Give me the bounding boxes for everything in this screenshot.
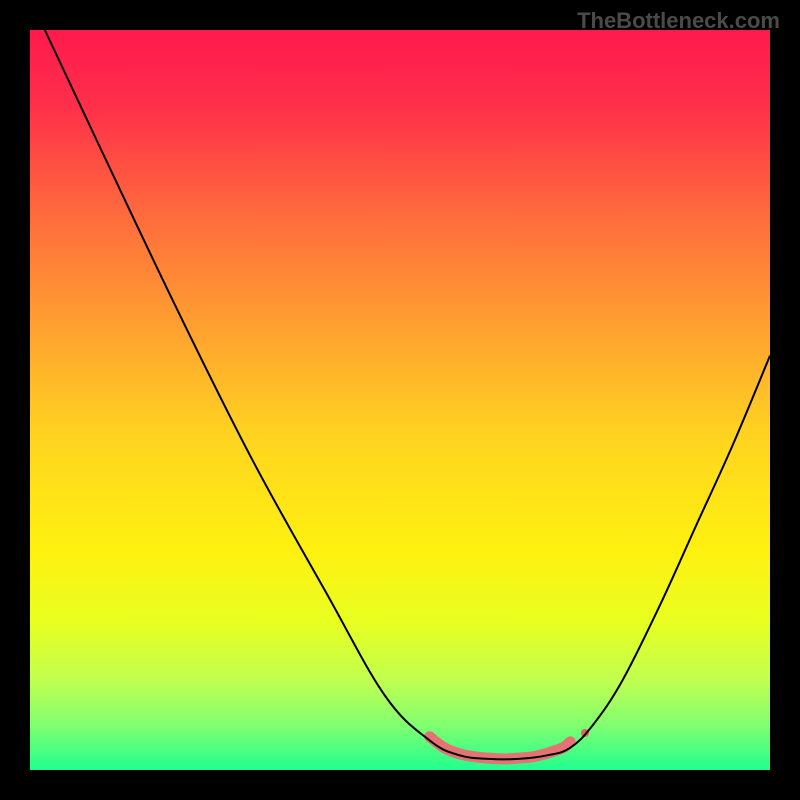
gradient-background: [30, 30, 770, 770]
watermark-text: TheBottleneck.com: [577, 8, 780, 34]
chart-svg: [30, 30, 770, 770]
bottleneck-chart: [30, 30, 770, 770]
